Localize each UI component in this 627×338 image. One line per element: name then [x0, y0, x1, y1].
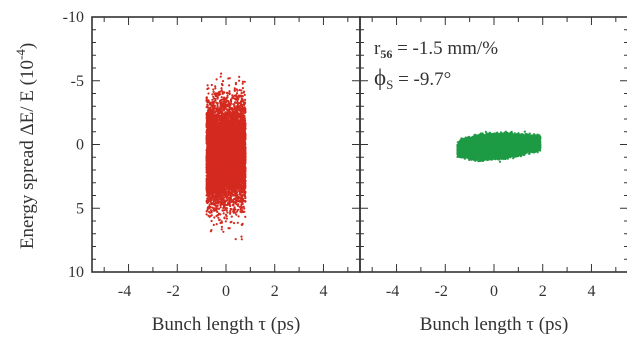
- data-point: [212, 223, 215, 226]
- data-point: [210, 219, 213, 223]
- data-point: [217, 216, 220, 219]
- data-point: [227, 227, 230, 230]
- data-point: [243, 207, 246, 210]
- data-point: [243, 80, 246, 83]
- data-point: [226, 94, 229, 97]
- data-point: [232, 222, 236, 225]
- data-point: [224, 220, 227, 223]
- data-point: [235, 213, 238, 216]
- data-point: [232, 203, 235, 206]
- data-point: [219, 75, 222, 78]
- data-point: [241, 80, 244, 83]
- data-point: [215, 223, 218, 226]
- data-point: [223, 216, 226, 219]
- data-point: [222, 212, 225, 215]
- data-point: [225, 217, 228, 220]
- data-point: [211, 98, 214, 101]
- data-point: [228, 204, 232, 207]
- data-point: [211, 206, 214, 209]
- data-point: [209, 209, 213, 212]
- data-point: [212, 90, 215, 93]
- data-point: [212, 88, 215, 91]
- data-point: [230, 215, 233, 218]
- data-point: [232, 103, 235, 106]
- data-point: [206, 84, 209, 87]
- data-point: [207, 92, 210, 95]
- data-point: [220, 228, 223, 231]
- data-points: [205, 72, 247, 241]
- data-point: [208, 210, 211, 214]
- data-point: [240, 89, 243, 92]
- data-point: [234, 81, 237, 85]
- data-point: [237, 215, 240, 218]
- data-point: [234, 238, 237, 241]
- data-point: [218, 219, 221, 222]
- data-point: [233, 87, 236, 90]
- data-point: [219, 93, 222, 96]
- data-point: [240, 238, 243, 241]
- data-point: [212, 95, 215, 98]
- data-point: [205, 210, 208, 213]
- data-point: [244, 215, 247, 218]
- data-point: [240, 235, 243, 238]
